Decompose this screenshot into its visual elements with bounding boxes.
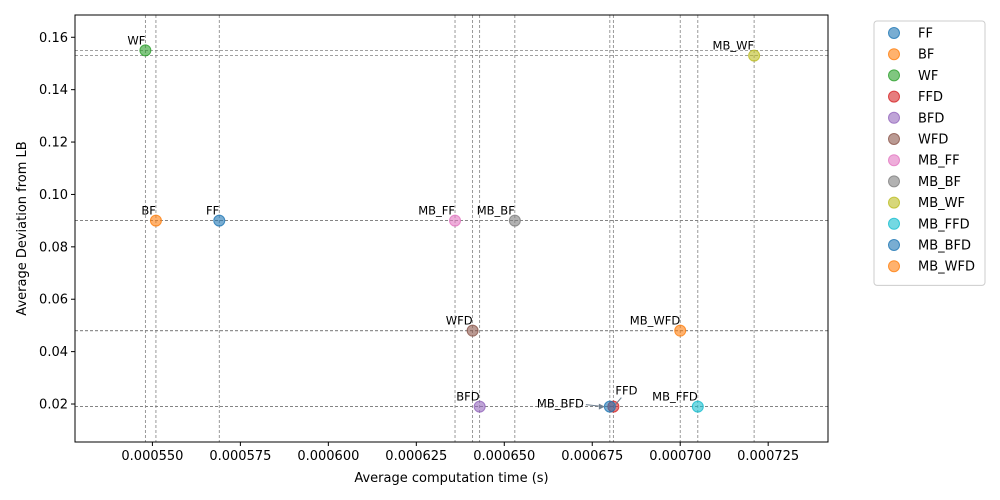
point-bf xyxy=(149,214,162,227)
point-label: MB_BF xyxy=(477,204,515,218)
y-tick-label: 0.06 xyxy=(39,293,68,308)
legend-marker xyxy=(888,196,900,209)
x-tick-label: 0.000675 xyxy=(561,449,623,464)
y-tick-label: 0.02 xyxy=(39,398,68,413)
point-label: MB_FF xyxy=(418,204,455,218)
point-label: FFD xyxy=(615,384,637,398)
point-label: BF xyxy=(141,204,156,218)
legend: FF BF WF FFD BFD WFD MB_FF MB_BF MB_WF MB_FFD MB_B… xyxy=(873,20,986,286)
x-axis-ticks: 0.000550 0.000575 0.000600 0.000625 0.000650… xyxy=(121,442,799,464)
x-tick-label: 0.000550 xyxy=(121,449,183,464)
legend-label: MB_WF xyxy=(918,196,965,211)
legend-marker xyxy=(888,217,900,230)
point-label: BFD xyxy=(456,390,480,404)
reference-lines xyxy=(75,15,828,442)
y-axis-title: Average Deviation from LB xyxy=(15,141,30,315)
point-mb-bf xyxy=(508,214,521,227)
point-mb-wfd xyxy=(674,324,687,337)
point-mb-bfd xyxy=(603,400,616,413)
x-tick-label: 0.000575 xyxy=(209,449,271,464)
legend-label: MB_FF xyxy=(918,154,960,169)
y-tick-label: 0.10 xyxy=(39,188,68,203)
point-mb-ffd xyxy=(691,400,704,413)
legend-marker xyxy=(888,175,900,188)
legend-label: FFD xyxy=(918,90,943,105)
point-label: WFD xyxy=(446,314,473,328)
point-ff xyxy=(213,214,226,227)
y-tick-label: 0.08 xyxy=(39,240,68,255)
legend-label: MB_FFD xyxy=(918,217,970,232)
x-tick-label: 0.000725 xyxy=(737,449,799,464)
legend-label: MB_BF xyxy=(918,175,961,190)
point-label: MB_FFD xyxy=(652,390,698,404)
legend-frame xyxy=(873,20,986,286)
legend-marker xyxy=(888,48,900,61)
data-points xyxy=(139,44,761,413)
point-label: MB_WF xyxy=(713,39,755,53)
label-arrow xyxy=(614,397,622,405)
label-arrow-head xyxy=(598,403,605,410)
x-tick-label: 0.000700 xyxy=(649,449,711,464)
y-tick-label: 0.16 xyxy=(39,31,68,46)
legend-label: FF xyxy=(918,27,933,42)
legend-marker xyxy=(888,90,900,103)
plot-area-frame xyxy=(74,14,829,443)
legend-label: MB_BFD xyxy=(918,239,971,254)
x-tick-label: 0.000650 xyxy=(473,449,535,464)
x-tick-label: 0.000625 xyxy=(385,449,447,464)
x-axis-title: Average computation time (s) xyxy=(354,471,548,486)
y-tick-label: 0.14 xyxy=(39,83,68,98)
point-label: WF xyxy=(127,33,145,47)
legend-label: BFD xyxy=(918,111,944,126)
legend-marker xyxy=(888,111,900,124)
y-axis-ticks: 0.02 0.04 0.06 0.08 0.10 0.12 0.14 0.16 xyxy=(39,31,75,413)
legend-marker xyxy=(888,69,900,82)
legend-marker xyxy=(888,27,900,39)
legend-label: WF xyxy=(918,69,938,84)
legend-marker xyxy=(888,239,900,251)
point-labels: FF BF WF FFD BFD WFD MB_FF MB_BF MB_WF MB_FFD MB_B… xyxy=(127,33,754,410)
point-bfd xyxy=(473,400,486,413)
legend-label: WFD xyxy=(918,133,948,148)
legend-label: MB_WFD xyxy=(918,260,975,275)
point-label: MB_WFD xyxy=(630,314,681,328)
point-wfd xyxy=(466,324,479,337)
legend-label: BF xyxy=(918,48,934,63)
point-mb-wf xyxy=(748,49,761,62)
legend-marker xyxy=(888,133,900,145)
legend-marker xyxy=(888,260,900,273)
x-tick-label: 0.000600 xyxy=(297,449,359,464)
point-wf xyxy=(139,44,152,57)
legend-marker xyxy=(888,154,900,167)
y-tick-label: 0.12 xyxy=(39,136,68,151)
y-tick-label: 0.04 xyxy=(39,345,68,360)
point-label: FF xyxy=(206,204,219,218)
point-mb-ff xyxy=(449,214,462,227)
point-label: MB_BFD xyxy=(537,397,584,411)
